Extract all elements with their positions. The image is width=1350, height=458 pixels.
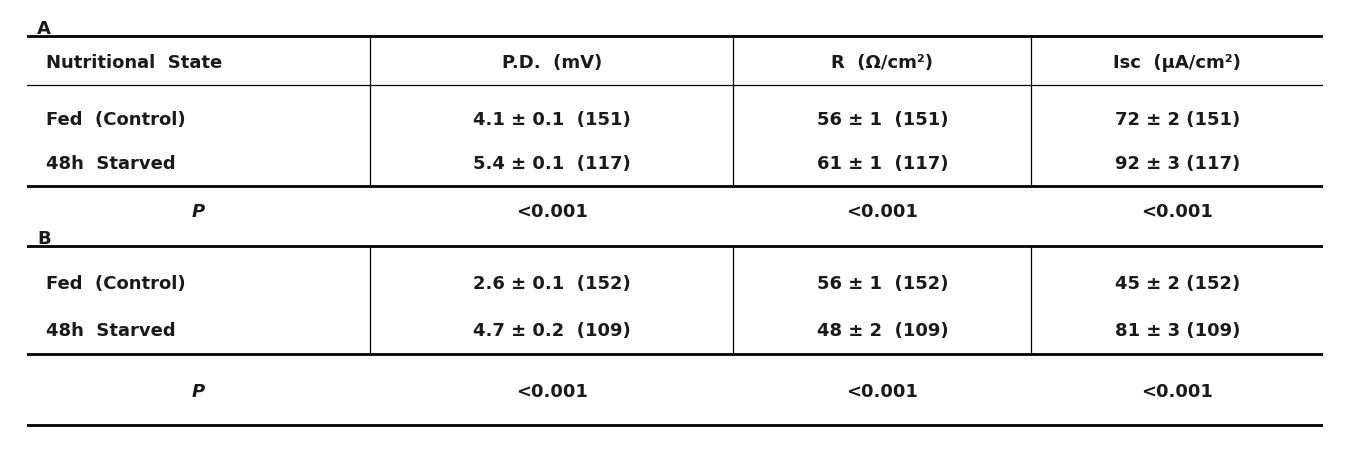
Text: 2.6 ± 0.1  (152): 2.6 ± 0.1 (152) [472,275,630,293]
Text: 61 ± 1  (117): 61 ± 1 (117) [817,155,948,173]
Text: <0.001: <0.001 [846,203,918,221]
Text: 48h  Starved: 48h Starved [46,155,176,173]
Text: 45 ± 2 (152): 45 ± 2 (152) [1115,275,1239,293]
Text: 92 ± 3 (117): 92 ± 3 (117) [1115,155,1239,173]
Text: 4.7 ± 0.2  (109): 4.7 ± 0.2 (109) [472,322,630,340]
Text: 48 ± 2  (109): 48 ± 2 (109) [817,322,948,340]
Text: Fed  (Control): Fed (Control) [46,275,186,293]
Text: Nutritional  State: Nutritional State [46,54,223,72]
Text: 48h  Starved: 48h Starved [46,322,176,340]
Text: A: A [38,20,51,38]
Text: Fed  (Control): Fed (Control) [46,111,186,129]
Text: 5.4 ± 0.1  (117): 5.4 ± 0.1 (117) [472,155,630,173]
Text: P: P [192,203,205,221]
Text: <0.001: <0.001 [516,383,587,401]
Text: 72 ± 2 (151): 72 ± 2 (151) [1115,111,1239,129]
Text: 56 ± 1  (152): 56 ± 1 (152) [817,275,948,293]
Text: 4.1 ± 0.1  (151): 4.1 ± 0.1 (151) [472,111,630,129]
Text: <0.001: <0.001 [1141,383,1214,401]
Text: P.D.  (mV): P.D. (mV) [502,54,602,72]
Text: 56 ± 1  (151): 56 ± 1 (151) [817,111,948,129]
Text: P: P [192,383,205,401]
Text: Isc  (μA/cm²): Isc (μA/cm²) [1114,54,1241,72]
Text: B: B [38,230,51,248]
Text: <0.001: <0.001 [1141,203,1214,221]
Text: R  (Ω/cm²): R (Ω/cm²) [832,54,933,72]
Text: <0.001: <0.001 [516,203,587,221]
Text: <0.001: <0.001 [846,383,918,401]
Text: 81 ± 3 (109): 81 ± 3 (109) [1115,322,1239,340]
